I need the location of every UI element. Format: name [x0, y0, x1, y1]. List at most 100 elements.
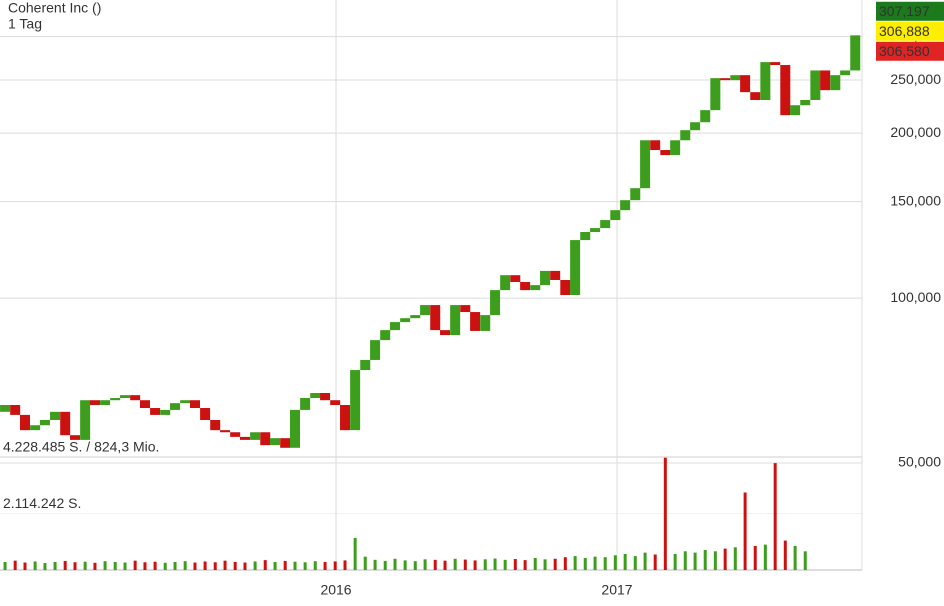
candle — [750, 92, 761, 101]
price-badge-label: 306,580 — [879, 43, 930, 59]
candle — [580, 232, 591, 241]
volume-bar — [413, 561, 417, 570]
volume-bar — [693, 552, 697, 570]
candle — [630, 188, 641, 201]
volume-bar — [373, 559, 377, 570]
candle — [550, 270, 561, 280]
volume-bar — [773, 463, 777, 570]
candle — [220, 430, 231, 433]
candle — [320, 393, 331, 401]
volume-bar — [3, 561, 7, 570]
x-tick-label: 2016 — [320, 582, 351, 598]
candle — [20, 414, 31, 431]
candle — [110, 398, 121, 401]
candle — [520, 281, 531, 291]
candle — [80, 400, 91, 440]
candle — [490, 290, 501, 316]
candle — [410, 315, 421, 319]
candle — [310, 393, 321, 399]
volume-bar — [383, 560, 387, 570]
volume-bar — [573, 556, 577, 570]
candle — [370, 340, 381, 360]
volume-bar — [203, 561, 207, 570]
volume-bar — [153, 561, 157, 570]
candle — [330, 400, 341, 406]
volume-bar — [673, 553, 677, 570]
candle — [170, 403, 181, 410]
volume-bar — [333, 561, 337, 570]
volume-bar — [463, 559, 467, 570]
candle — [500, 275, 511, 291]
volume-bar — [733, 547, 737, 570]
candle — [350, 370, 361, 431]
candle — [240, 436, 251, 440]
volume-bar — [133, 560, 137, 570]
candle — [810, 70, 821, 101]
candle — [390, 322, 401, 331]
candle — [0, 405, 11, 412]
volume-bar — [263, 560, 267, 570]
candle — [130, 395, 141, 401]
volume-bar — [683, 551, 687, 570]
candle — [10, 405, 21, 415]
volume-bar — [33, 561, 37, 570]
volume-bar — [563, 557, 567, 570]
candle — [590, 228, 601, 233]
candle — [139, 400, 150, 409]
candle — [790, 105, 801, 116]
candle — [760, 62, 771, 101]
volume-bar — [113, 561, 117, 570]
volume-bar — [343, 560, 347, 570]
candle — [780, 65, 791, 116]
candle — [840, 70, 851, 76]
candle — [710, 78, 721, 111]
candle — [820, 70, 831, 91]
candle — [610, 210, 621, 221]
volume-bar — [633, 556, 637, 570]
candle — [480, 315, 491, 331]
volume-bar — [483, 559, 487, 570]
volume-bar — [723, 548, 727, 570]
volume-bar — [513, 559, 517, 570]
candle — [30, 425, 41, 431]
volume-bar — [253, 561, 257, 570]
price-badge — [876, 21, 944, 41]
volume-bar — [453, 558, 457, 570]
volume-bar — [313, 561, 317, 570]
candle — [200, 408, 211, 421]
y-tick-label: 100,000 — [890, 289, 941, 305]
volume-bar — [323, 561, 327, 570]
volume-bar — [783, 540, 787, 570]
candle — [430, 305, 441, 331]
candle — [770, 62, 781, 66]
volume-tick-label: 4.228.485 S. / 824,3 Mio. — [3, 439, 159, 455]
volume-bar — [123, 562, 127, 570]
candle — [39, 420, 50, 426]
volume-bar — [173, 561, 177, 570]
candle — [670, 140, 681, 156]
candle — [60, 411, 71, 436]
volume-bar — [593, 556, 597, 570]
volume-bar — [603, 557, 607, 570]
volume-bar — [403, 560, 407, 570]
volume-bar — [183, 561, 187, 570]
volume-bar — [623, 553, 627, 570]
volume-bar — [743, 492, 747, 570]
candle — [300, 398, 311, 410]
candle — [570, 240, 581, 296]
volume-bar — [503, 559, 507, 570]
y-tick-label: 200,000 — [890, 124, 941, 140]
volume-bar — [43, 563, 47, 570]
candle — [189, 400, 200, 409]
candle — [540, 270, 551, 286]
price-badge — [876, 1, 944, 21]
candle — [640, 140, 651, 189]
candle — [340, 405, 351, 431]
candle — [100, 400, 111, 406]
volume-bar — [523, 560, 527, 570]
volume-bar — [553, 558, 557, 570]
volume-bar — [793, 545, 797, 570]
volume-bar — [543, 559, 547, 570]
candle — [800, 100, 811, 106]
